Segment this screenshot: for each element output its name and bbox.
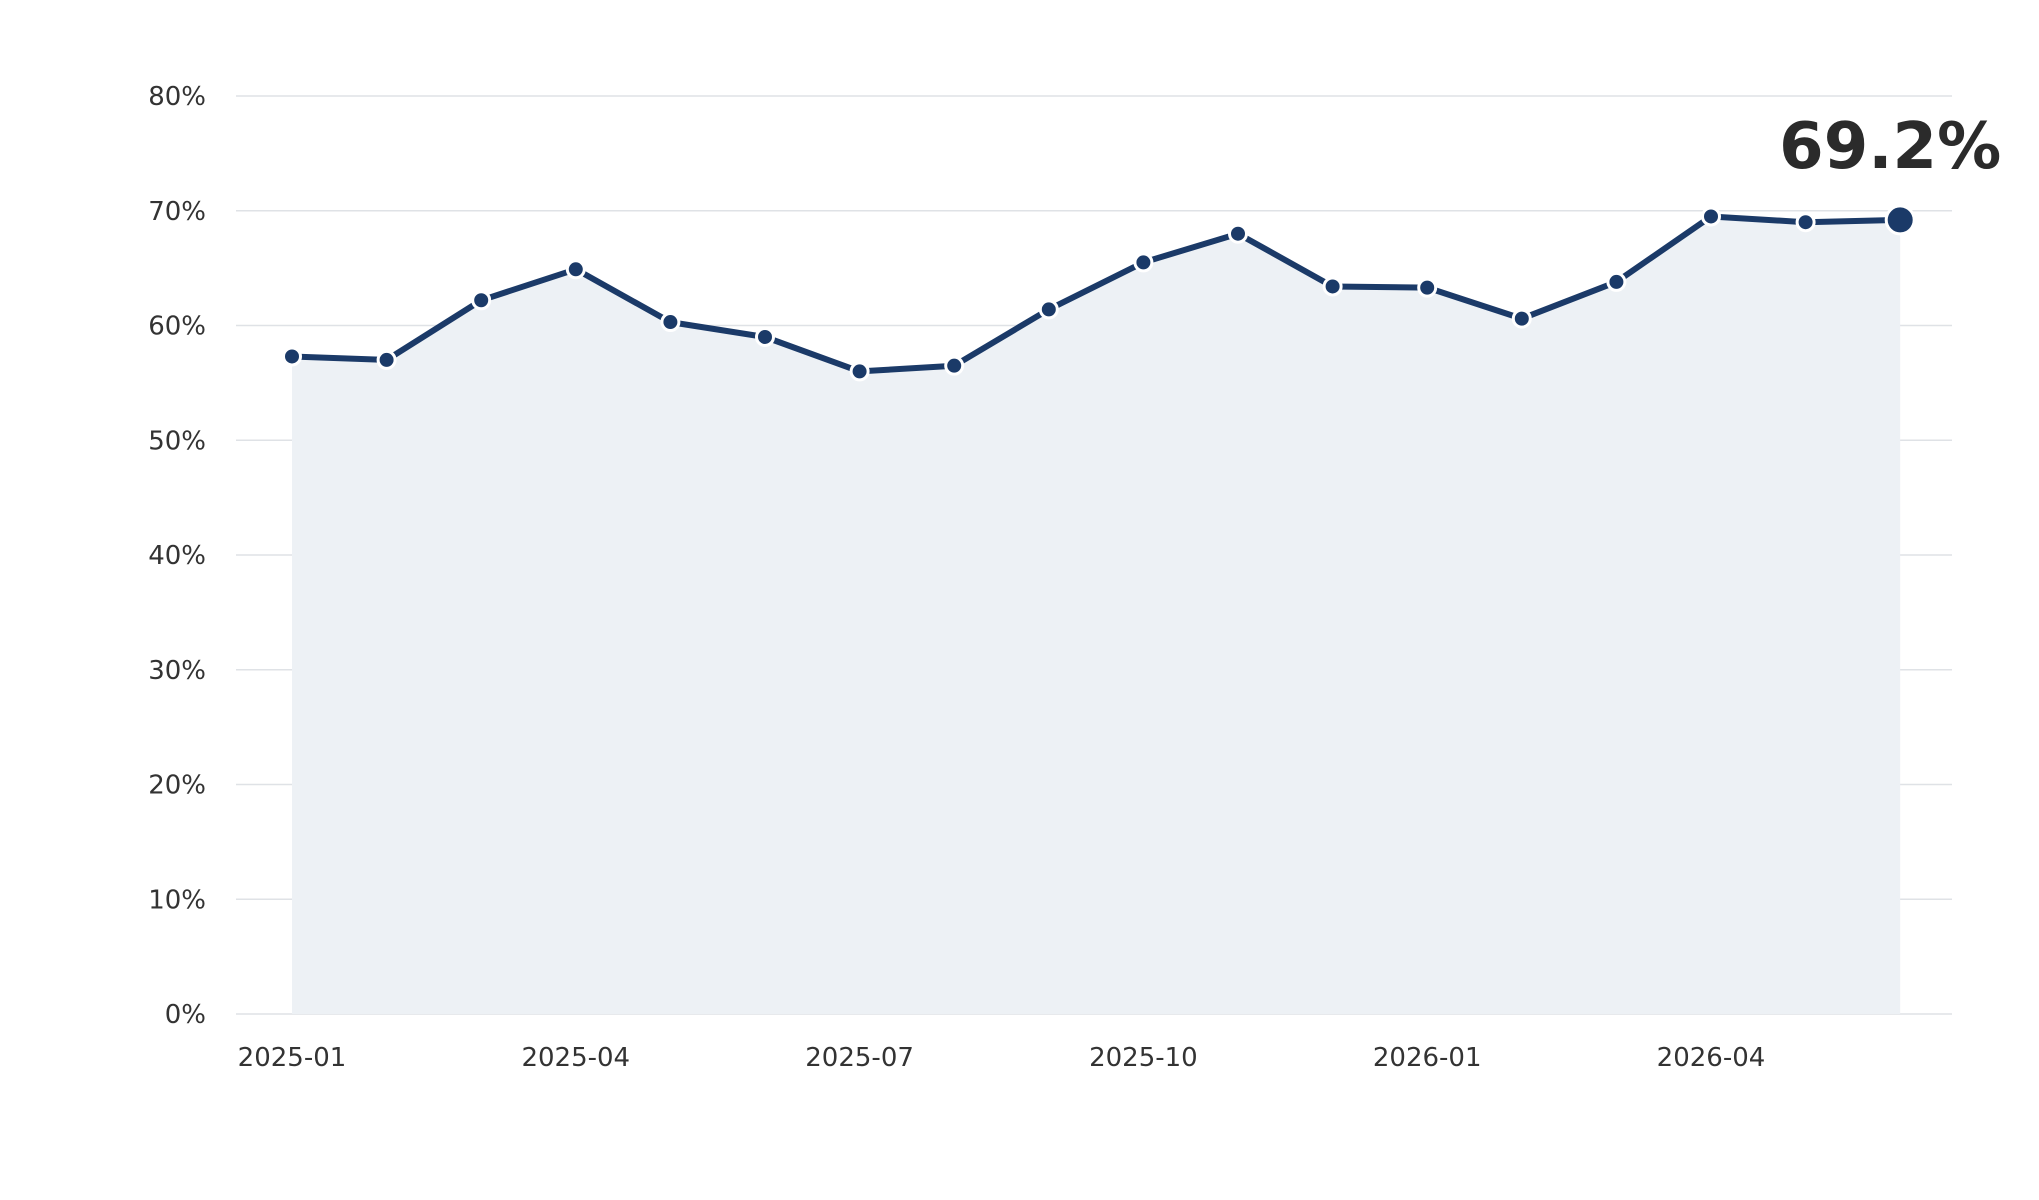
- x-tick-label: 2026-04: [1657, 1043, 1766, 1073]
- data-point: [376, 349, 397, 370]
- data-point: [1701, 206, 1721, 227]
- data-point: [565, 259, 586, 280]
- x-tick-label: 2025-01: [238, 1043, 347, 1073]
- y-tick-label: 10%: [148, 885, 206, 915]
- y-tick-label: 70%: [148, 197, 206, 227]
- x-tick-label: 2025-07: [805, 1043, 914, 1073]
- data-point: [1606, 271, 1627, 292]
- data-point: [849, 361, 870, 382]
- data-point: [1511, 308, 1532, 329]
- x-axis-ticks: 2025-01 2025-04 2025-07 2025-10 2026-01 2026-…: [238, 1043, 1766, 1073]
- y-tick-label: 20%: [148, 771, 206, 801]
- x-tick-label: 2025-10: [1089, 1043, 1198, 1073]
- x-tick-label: 2026-01: [1373, 1043, 1482, 1073]
- last-data-point: [1884, 204, 1916, 236]
- data-point: [755, 326, 775, 347]
- data-point: [1038, 299, 1059, 320]
- y-tick-label: 0%: [165, 1000, 206, 1030]
- data-point: [660, 312, 681, 333]
- data-point: [1417, 277, 1438, 298]
- y-tick-label: 50%: [148, 426, 206, 456]
- data-point: [1322, 276, 1343, 297]
- data-point: [471, 290, 492, 311]
- data-point: [1795, 212, 1816, 233]
- y-tick-label: 60%: [148, 312, 206, 342]
- y-tick-label: 80%: [148, 82, 206, 112]
- last-value-label: 69.2%: [1779, 110, 2001, 184]
- area-fill: [292, 216, 1901, 1014]
- data-point: [1228, 223, 1248, 244]
- y-axis-ticks: 0% 10% 20% 30% 40% 50% 60% 70% 80%: [148, 82, 206, 1030]
- data-point: [1133, 252, 1154, 273]
- series-line: [289, 213, 1904, 375]
- data-point: [282, 346, 302, 367]
- data-point: [944, 355, 965, 376]
- x-tick-label: 2025-04: [521, 1043, 630, 1073]
- data-markers: [282, 204, 1916, 382]
- y-tick-label: 30%: [148, 656, 206, 686]
- y-tick-label: 40%: [148, 541, 206, 571]
